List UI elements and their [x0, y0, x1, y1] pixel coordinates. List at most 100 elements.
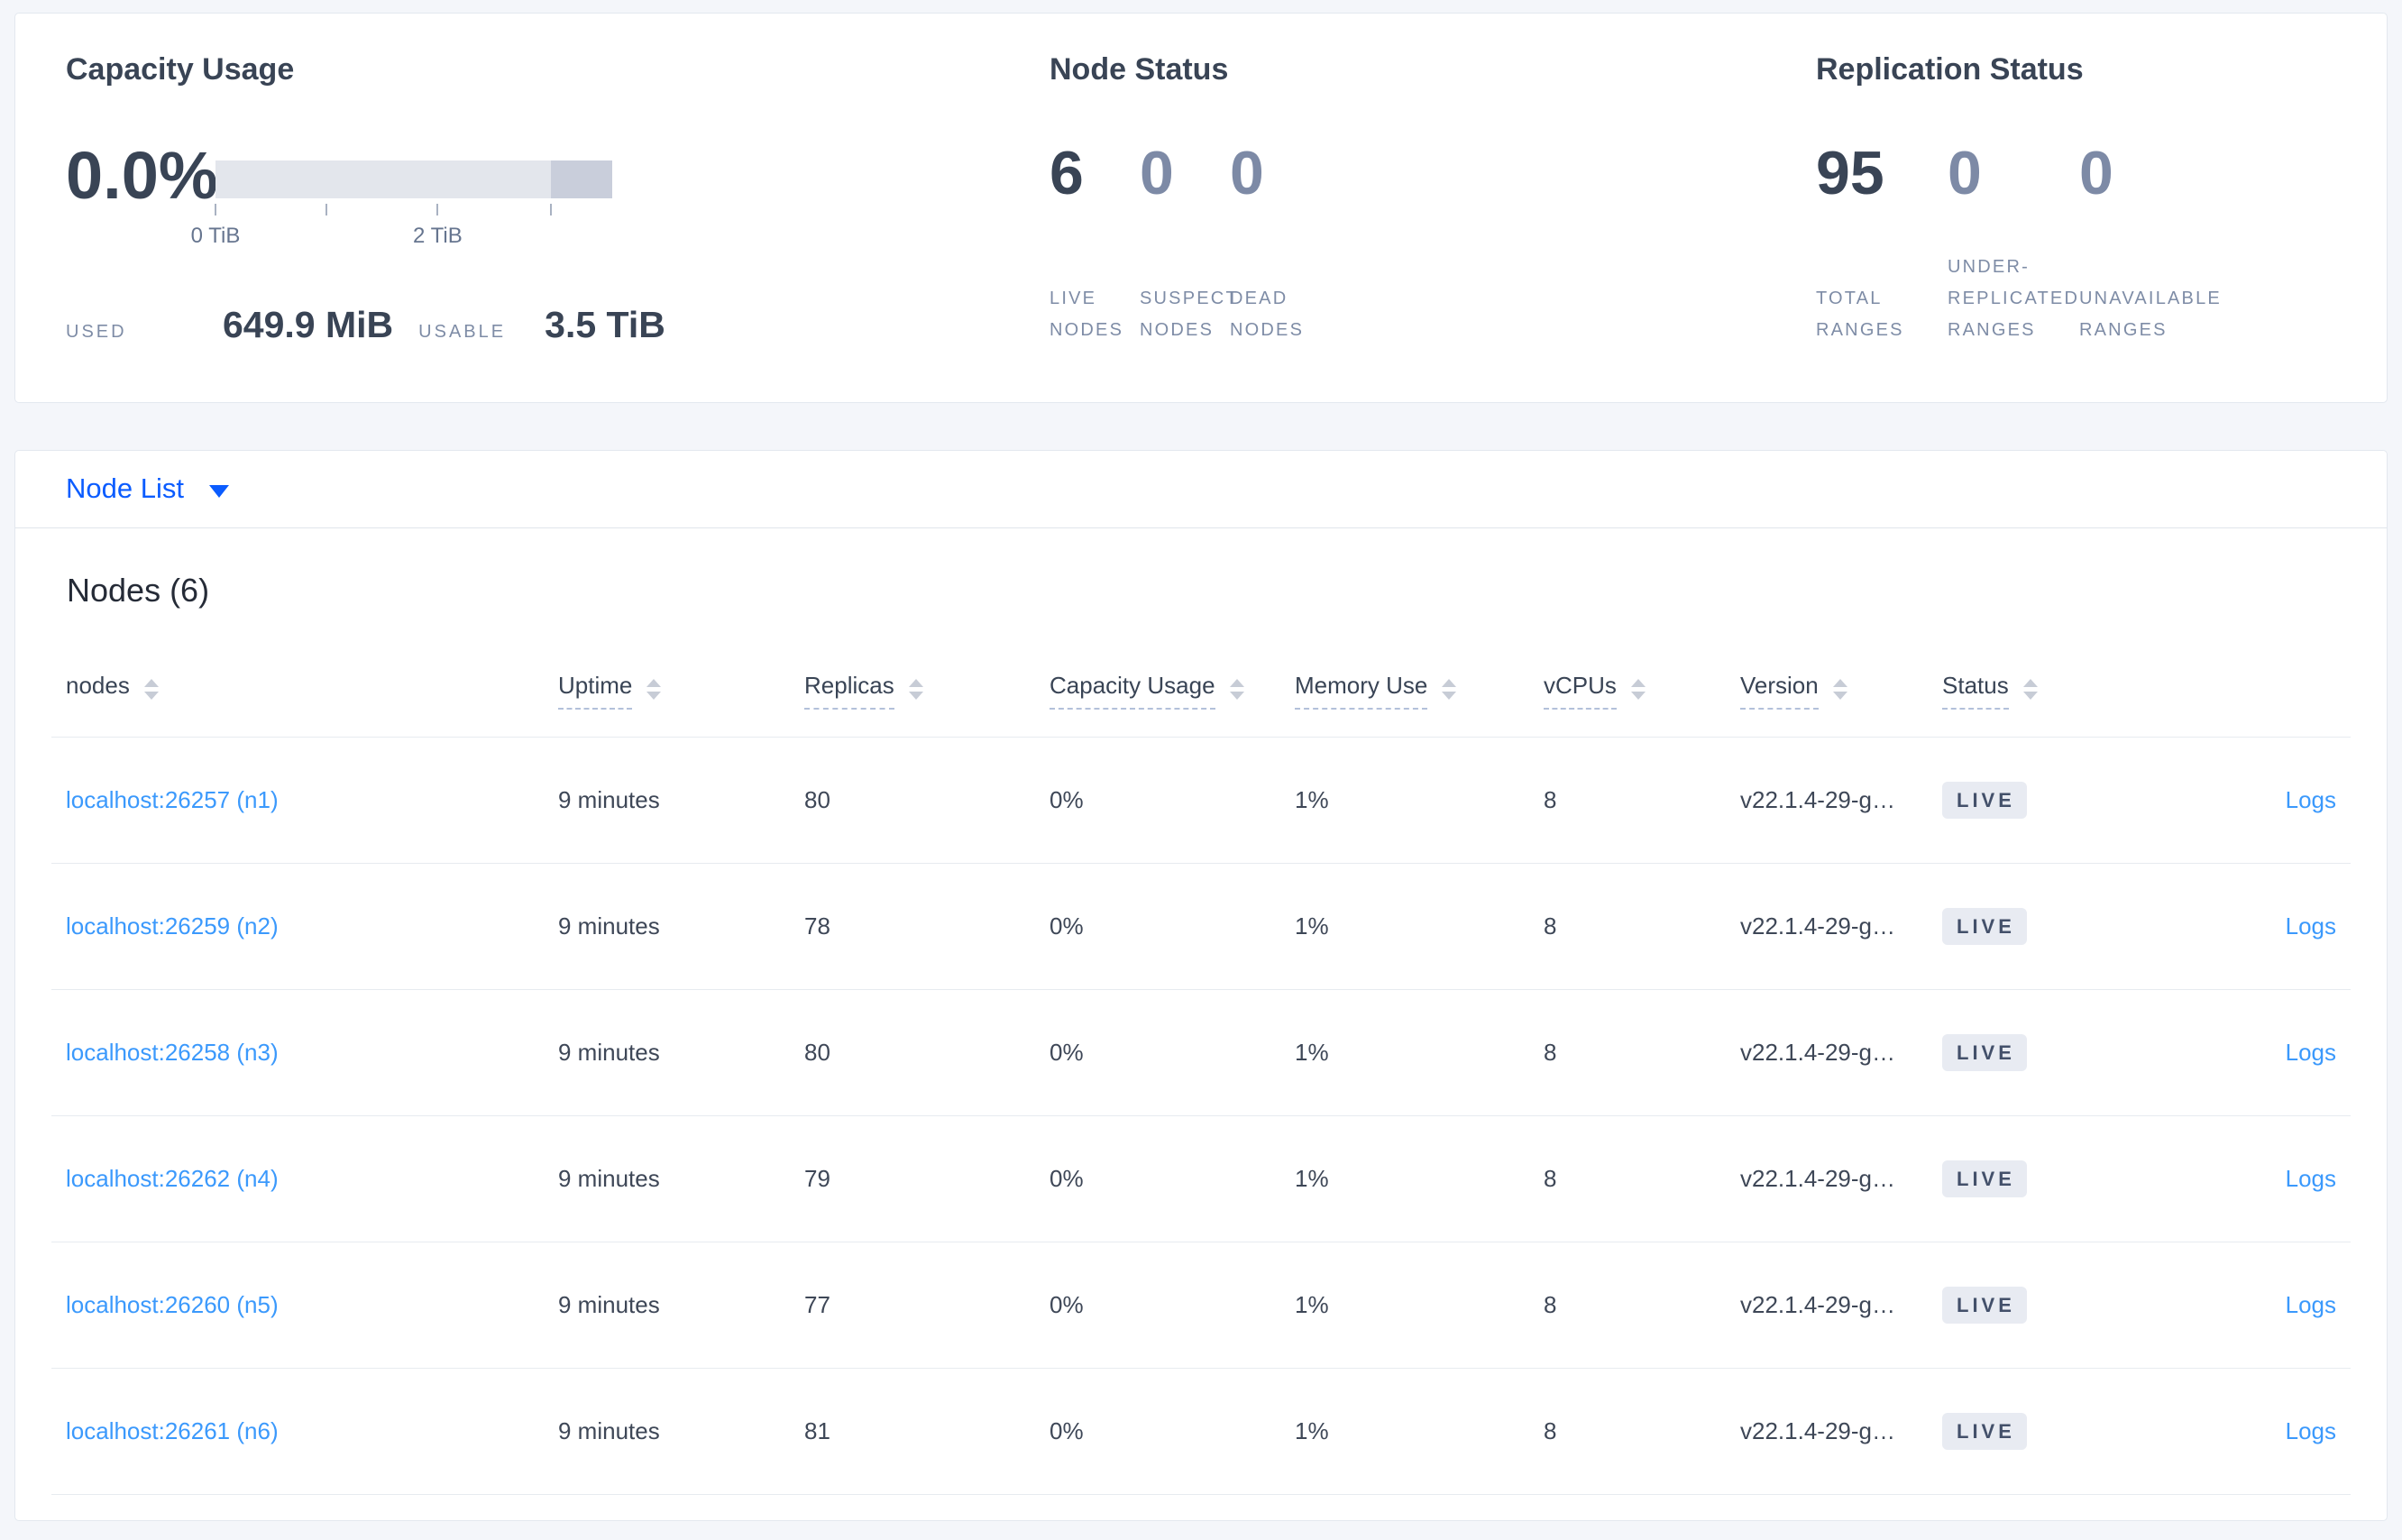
caret-down-icon: [208, 484, 229, 498]
replication-status-title: Replication Status: [1816, 52, 2084, 87]
cell-vcpus: 8: [1544, 863, 1740, 991]
live-nodes-value: 6: [1050, 138, 1084, 207]
capacity-percent: 0.0%: [66, 137, 218, 213]
logs-link[interactable]: Logs: [2285, 1417, 2336, 1445]
cell-capacity-usage: 0%: [1050, 1368, 1295, 1496]
cell-node-address: localhost:26257 (n1): [51, 737, 558, 865]
sort-icon[interactable]: [1630, 678, 1646, 700]
cell-uptime: 9 minutes: [558, 1115, 804, 1243]
cell-memory-use: 1%: [1295, 989, 1544, 1117]
live-nodes-label: LIVE NODES: [1050, 288, 1124, 340]
cell-version: v22.1.4-29-g…: [1740, 1115, 1942, 1243]
logs-link[interactable]: Logs: [2285, 1165, 2336, 1193]
usable-value: 3.5 TiB: [545, 303, 665, 345]
logs-link[interactable]: Logs: [2285, 1291, 2336, 1319]
view-selector-bar: Node List: [15, 450, 2387, 528]
usable-label: USABLE: [418, 321, 507, 342]
column-header-nodes[interactable]: nodes: [51, 613, 558, 738]
cell-logs: Logs: [2164, 737, 2351, 865]
node-status-metrics: 6 LIVE NODES 0 SUSPECT NODES 0 DEAD NODE…: [1050, 137, 1816, 346]
sort-icon[interactable]: [908, 678, 923, 700]
cell-version: v22.1.4-29-g…: [1740, 1368, 1942, 1496]
table-row: localhost:26262 (n4) 9 minutes 79 0% 1% …: [51, 1115, 2351, 1243]
cell-capacity-usage: 0%: [1050, 863, 1295, 991]
column-header-version[interactable]: Version: [1740, 613, 1942, 738]
total-ranges-value: 95: [1816, 138, 1884, 207]
view-selector-dropdown[interactable]: Node List: [66, 472, 229, 505]
column-header-vcpus[interactable]: vCPUs: [1544, 613, 1740, 738]
under-replicated-ranges-metric: 0 UNDER-REPLICATED RANGES: [1948, 137, 2079, 346]
cell-status: LIVE: [1942, 1115, 2164, 1243]
node-list-card: Node List Nodes (6) nodes: [14, 449, 2388, 1522]
sort-icon[interactable]: [1442, 678, 1457, 700]
sort-icon[interactable]: [1229, 678, 1244, 700]
nodes-table-container: Nodes (6) nodes Uptime: [15, 528, 2387, 1521]
logs-link[interactable]: Logs: [2285, 1039, 2336, 1067]
column-header-memory-use[interactable]: Memory Use: [1295, 613, 1544, 738]
node-link[interactable]: localhost:26261 (n6): [66, 1417, 279, 1445]
cell-logs: Logs: [2164, 1368, 2351, 1496]
logs-link[interactable]: Logs: [2285, 912, 2336, 940]
column-header-uptime[interactable]: Uptime: [558, 613, 804, 738]
sort-icon[interactable]: [646, 678, 662, 700]
cell-node-address: localhost:26261 (n6): [51, 1368, 558, 1496]
column-header-replicas[interactable]: Replicas: [804, 613, 1050, 738]
suspect-nodes-value: 0: [1140, 138, 1174, 207]
cell-capacity-usage: 0%: [1050, 989, 1295, 1117]
node-link[interactable]: localhost:26262 (n4): [66, 1165, 279, 1193]
cell-vcpus: 8: [1544, 1115, 1740, 1243]
cell-uptime: 9 minutes: [558, 1368, 804, 1496]
node-status-title: Node Status: [1050, 52, 1229, 87]
dead-nodes-label: DEAD NODES: [1230, 288, 1305, 340]
used-label: USED: [66, 321, 127, 342]
cell-version: v22.1.4-29-g…: [1740, 1242, 1942, 1370]
node-link[interactable]: localhost:26260 (n5): [66, 1291, 279, 1319]
sort-icon[interactable]: [2022, 678, 2038, 700]
cluster-summary-card: Capacity Usage 0.0% 0 TiB 2 TiB: [14, 13, 2388, 403]
cell-replicas: 77: [804, 1242, 1050, 1370]
table-row: localhost:26260 (n5) 9 minutes 77 0% 1% …: [51, 1242, 2351, 1370]
unavailable-ranges-metric: 0 UNAVAILABLE RANGES: [2079, 137, 2220, 346]
sort-icon[interactable]: [143, 678, 159, 700]
node-link[interactable]: localhost:26259 (n2): [66, 912, 279, 940]
cell-version: v22.1.4-29-g…: [1740, 863, 1942, 991]
cell-node-address: localhost:26262 (n4): [51, 1115, 558, 1243]
replication-status-section: Replication Status 95 TOTAL RANGES 0 UND…: [1816, 51, 2336, 346]
cell-replicas: 80: [804, 737, 1050, 865]
table-row: localhost:26261 (n6) 9 minutes 81 0% 1% …: [51, 1368, 2351, 1496]
status-badge: LIVE: [1942, 1160, 2027, 1198]
cell-status: LIVE: [1942, 737, 2164, 865]
live-nodes-metric: 6 LIVE NODES: [1050, 137, 1140, 346]
cell-logs: Logs: [2164, 1115, 2351, 1243]
replication-status-metrics: 95 TOTAL RANGES 0 UNDER-REPLICATED RANGE…: [1816, 137, 2336, 346]
cell-memory-use: 1%: [1295, 863, 1544, 991]
node-link[interactable]: localhost:26257 (n1): [66, 786, 279, 814]
total-ranges-metric: 95 TOTAL RANGES: [1816, 137, 1948, 346]
status-badge: LIVE: [1942, 1034, 2027, 1072]
cell-capacity-usage: 0%: [1050, 737, 1295, 865]
capacity-used-usable-row: USED 649.9 MiB USABLE 3.5 TiB: [66, 304, 1050, 346]
status-badge: LIVE: [1942, 1287, 2027, 1325]
status-badge: LIVE: [1942, 782, 2027, 820]
cell-replicas: 80: [804, 989, 1050, 1117]
column-header-logs: [2164, 613, 2351, 738]
cell-uptime: 9 minutes: [558, 863, 804, 991]
cell-replicas: 79: [804, 1115, 1050, 1243]
column-header-capacity-usage[interactable]: Capacity Usage: [1050, 613, 1295, 738]
unavailable-ranges-value: 0: [2079, 138, 2113, 207]
logs-link[interactable]: Logs: [2285, 786, 2336, 814]
dead-nodes-value: 0: [1230, 138, 1264, 207]
cell-status: LIVE: [1942, 1368, 2164, 1496]
view-selector-label: Node List: [66, 472, 184, 505]
sort-icon[interactable]: [1832, 678, 1847, 700]
node-link[interactable]: localhost:26258 (n3): [66, 1039, 279, 1067]
capacity-gauge-row: 0.0% 0 TiB 2 TiB: [66, 137, 1050, 248]
column-header-status[interactable]: Status: [1942, 613, 2164, 738]
table-row: localhost:26258 (n3) 9 minutes 80 0% 1% …: [51, 989, 2351, 1117]
cell-status: LIVE: [1942, 863, 2164, 991]
cell-version: v22.1.4-29-g…: [1740, 737, 1942, 865]
suspect-nodes-label: SUSPECT NODES: [1140, 288, 1239, 340]
axis-tick: [325, 203, 328, 215]
cell-version: v22.1.4-29-g…: [1740, 989, 1942, 1117]
